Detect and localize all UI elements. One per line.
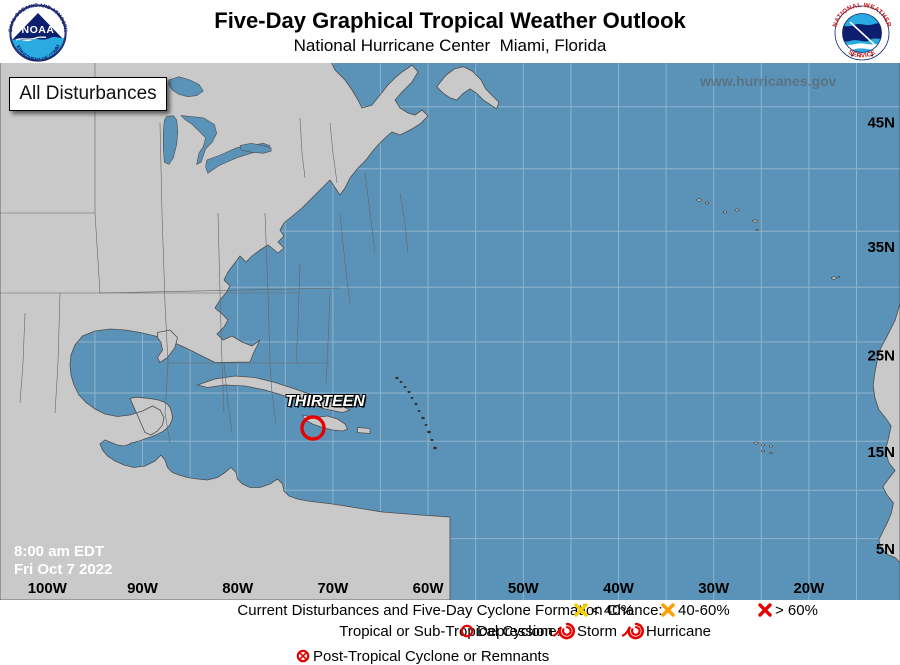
- svg-text:Post-Tropical Cyclone or Remna: Post-Tropical Cyclone or Remnants: [313, 648, 549, 665]
- svg-text:NOAA: NOAA: [22, 24, 55, 36]
- svg-text:60W: 60W: [413, 580, 445, 597]
- svg-text:15N: 15N: [867, 444, 895, 461]
- svg-text:30W: 30W: [698, 580, 730, 597]
- svg-text:100W: 100W: [28, 580, 68, 597]
- svg-text:70W: 70W: [317, 580, 349, 597]
- svg-text:90W: 90W: [127, 580, 159, 597]
- svg-text:< 40%: < 40%: [591, 602, 634, 619]
- svg-text:50W: 50W: [508, 580, 540, 597]
- svg-text:Depression: Depression: [477, 623, 553, 640]
- svg-text:5N: 5N: [876, 541, 895, 558]
- svg-text:Storm: Storm: [577, 623, 617, 640]
- svg-text:20W: 20W: [793, 580, 825, 597]
- svg-text:80W: 80W: [222, 580, 254, 597]
- svg-text:Hurricane: Hurricane: [646, 623, 711, 640]
- svg-text:45N: 45N: [867, 115, 895, 132]
- svg-text:25N: 25N: [867, 348, 895, 365]
- svg-text:35N: 35N: [867, 239, 895, 256]
- svg-text:> 60%: > 60%: [775, 602, 818, 619]
- svg-text:40-60%: 40-60%: [678, 602, 730, 619]
- svg-text:40W: 40W: [603, 580, 635, 597]
